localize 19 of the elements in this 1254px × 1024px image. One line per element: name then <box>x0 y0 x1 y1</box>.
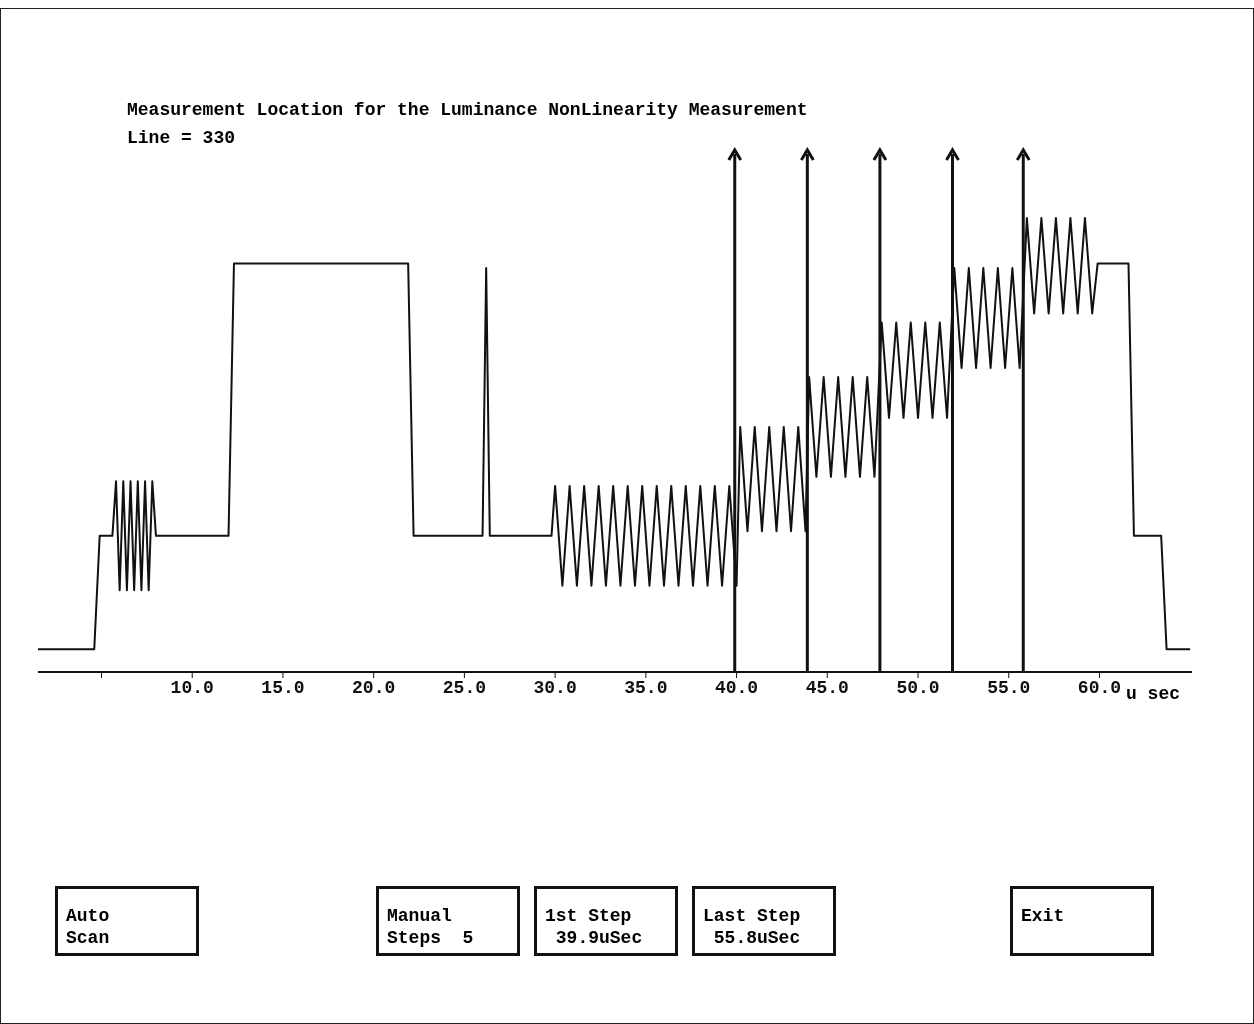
chart-subtitle: Line = 330 <box>127 128 236 148</box>
x-tick-label: 20.0 <box>352 677 396 698</box>
x-tick-label: 10.0 <box>170 677 214 698</box>
text: 1st Step 39.9uSec <box>534 886 678 956</box>
text: Auto Scan <box>55 886 199 956</box>
text: Manual Steps 5 <box>376 886 520 956</box>
x-tick-label: 60.0 <box>1077 677 1122 698</box>
x-tick-label: 35.0 <box>624 677 668 698</box>
x-tick-label: 55.0 <box>987 677 1031 698</box>
x-tick-label: 40.0 <box>714 677 759 698</box>
x-tick-label: 15.0 <box>261 677 305 698</box>
x-axis-title: u sec <box>1126 684 1181 704</box>
text: Exit <box>1010 886 1154 956</box>
chart-title: Measurement Location for the Luminance NonLinearity Measurement <box>127 100 808 120</box>
x-tick-label: 45.0 <box>805 677 849 698</box>
text: Last Step 55.8uSec <box>692 886 836 956</box>
x-tick-label: 30.0 <box>533 677 577 698</box>
x-tick-label: 50.0 <box>896 677 940 698</box>
x-tick-label: 25.0 <box>442 677 487 698</box>
